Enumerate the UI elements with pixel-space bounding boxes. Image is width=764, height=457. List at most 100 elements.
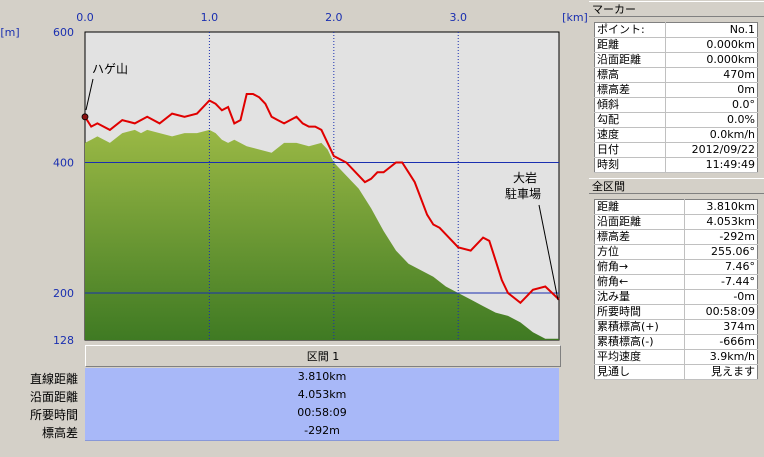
info-label: 速度 <box>594 127 666 143</box>
info-row: 所要時間 00:58:09 <box>594 304 758 320</box>
segment-row-value: 00:58:09 <box>85 404 559 423</box>
info-value: 0.0% <box>664 112 758 128</box>
info-label: ポイント: <box>594 22 666 38</box>
x-tick-label: 3.0 <box>449 11 467 24</box>
segment-row-value: -292m <box>85 422 559 441</box>
info-row: 沿面距離 0.000km <box>594 52 758 68</box>
segment-row: 直線距離 3.810km <box>0 368 560 387</box>
info-row: 累積標高(-) -666m <box>594 334 758 350</box>
annotation-oiwa-parking: 大岩駐車場 <box>505 170 541 201</box>
start-point-marker[interactable] <box>81 113 89 121</box>
info-value: 0.0km/h <box>664 127 758 143</box>
marker-table: ポイント: No.1 距離 0.000km 沿面距離 0.000km 標高 470m 標高差 0m… <box>594 22 758 173</box>
info-value: 0.0° <box>664 97 758 113</box>
segment-row: 沿面距離 4.053km <box>0 386 560 405</box>
marker-panel-title: マーカー <box>589 1 764 17</box>
info-value: 0m <box>664 82 758 98</box>
info-row: 方位 255.06° <box>594 244 758 260</box>
terrain-area <box>85 129 559 340</box>
segment-row-label: 沿面距離 <box>29 390 78 404</box>
info-label: 標高差 <box>594 82 666 98</box>
section-table: 距離 3.810km 沿面距離 4.053km 標高差 -292m 方位 255.06° 俯角→… <box>594 199 758 380</box>
info-row: 時刻 11:49:49 <box>594 157 758 173</box>
segment-row-label: 所要時間 <box>29 408 78 422</box>
info-row: 俯角← -7.44° <box>594 274 758 290</box>
info-row: 標高 470m <box>594 67 758 83</box>
info-value: -7.44° <box>683 274 758 290</box>
y-tick-label: 128 <box>53 334 74 345</box>
info-label: 所要時間 <box>594 304 685 320</box>
info-value: 7.46° <box>683 259 758 275</box>
info-label: 距離 <box>594 199 685 215</box>
info-value: 2012/09/22 <box>664 142 758 158</box>
x-tick-label: 2.0 <box>325 11 343 24</box>
info-value: No.1 <box>664 22 758 38</box>
info-label: 俯角← <box>594 274 685 290</box>
info-value: 0.000km <box>664 37 758 53</box>
info-value: 00:58:09 <box>683 304 758 320</box>
info-label: 傾斜 <box>594 97 666 113</box>
info-label: 沈み量 <box>594 289 685 305</box>
y-tick-label: 400 <box>53 157 74 170</box>
segment-header-label: 区間 1 <box>306 350 340 363</box>
info-row: 俯角→ 7.46° <box>594 259 758 275</box>
info-label: 沿面距離 <box>594 214 685 230</box>
y-tick-label: 600 <box>53 26 74 39</box>
x-tick-label: 0.0 <box>76 11 94 24</box>
info-label: 平均速度 <box>594 349 685 365</box>
info-row: 平均速度 3.9km/h <box>594 349 758 365</box>
info-row: 累積標高(+) 374m <box>594 319 758 335</box>
info-value: 見えます <box>683 364 758 380</box>
info-value: 4.053km <box>683 214 758 230</box>
segment-row: 所要時間 00:58:09 <box>0 404 560 423</box>
info-row: 見通し 見えます <box>594 364 758 380</box>
info-value: 11:49:49 <box>664 157 758 173</box>
info-value: -0m <box>683 289 758 305</box>
section-panel-title: 全区間 <box>589 178 764 194</box>
info-row: 沿面距離 4.053km <box>594 214 758 230</box>
info-value: 374m <box>683 319 758 335</box>
info-row: 勾配 0.0% <box>594 112 758 128</box>
info-label: 累積標高(-) <box>594 334 685 350</box>
info-label: 距離 <box>594 37 666 53</box>
info-label: 時刻 <box>594 157 666 173</box>
info-value: 470m <box>664 67 758 83</box>
info-row: 標高差 -292m <box>594 229 758 245</box>
annotation-leader <box>85 78 94 111</box>
info-row: 日付 2012/09/22 <box>594 142 758 158</box>
info-value: 255.06° <box>683 244 758 260</box>
info-label: 日付 <box>594 142 666 158</box>
info-row: 標高差 0m <box>594 82 758 98</box>
info-value: 0.000km <box>664 52 758 68</box>
elevation-line <box>84 93 560 305</box>
info-value: -666m <box>683 334 758 350</box>
info-label: 累積標高(+) <box>594 319 685 335</box>
info-row: 距離 0.000km <box>594 37 758 53</box>
x-tick-label: 1.0 <box>201 11 219 24</box>
info-label: 見通し <box>594 364 685 380</box>
info-row: ポイント: No.1 <box>594 22 758 38</box>
segment-header[interactable]: 区間 1 <box>85 345 561 367</box>
annotation-leader <box>538 204 559 301</box>
info-row: 速度 0.0km/h <box>594 127 758 143</box>
info-label: 勾配 <box>594 112 666 128</box>
info-row: 沈み量 -0m <box>594 289 758 305</box>
info-label: 俯角→ <box>594 259 685 275</box>
info-label: 方位 <box>594 244 685 260</box>
segment-row: 標高差 -292m <box>0 422 560 441</box>
info-label: 標高 <box>594 67 666 83</box>
info-row: 傾斜 0.0° <box>594 97 758 113</box>
segment-row-value: 3.810km <box>85 368 559 387</box>
y-unit-label: [m] <box>0 26 19 39</box>
segment-row-label: 標高差 <box>41 426 78 440</box>
info-row: 距離 3.810km <box>594 199 758 215</box>
info-label: 沿面距離 <box>594 52 666 68</box>
info-label: 標高差 <box>594 229 685 245</box>
info-value: 3.9km/h <box>683 349 758 365</box>
annotation-hage-yama: ハゲ山 <box>92 62 128 76</box>
info-value: -292m <box>683 229 758 245</box>
info-value: 3.810km <box>683 199 758 215</box>
y-tick-label: 200 <box>53 287 74 300</box>
x-unit-label: [km] <box>562 11 588 24</box>
